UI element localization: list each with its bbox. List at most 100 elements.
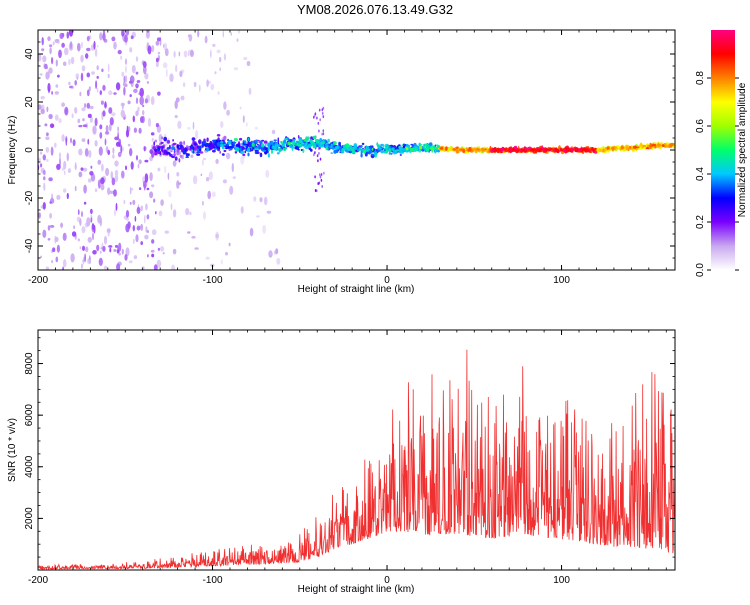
y-tick-label: 40 — [24, 48, 35, 60]
spectrogram-cell — [137, 106, 140, 112]
spectrogram-cell — [79, 91, 82, 97]
spectrogram-y-label: Frequency (Hz) — [7, 116, 18, 185]
spectrogram-cell — [58, 152, 62, 159]
spectrogram-cell — [41, 48, 45, 52]
spectrogram-cell — [85, 246, 89, 253]
spectrogram-cell — [236, 38, 239, 42]
spectrogram-cell — [157, 247, 160, 251]
snr-x-label: Height of straight line (km) — [298, 584, 415, 595]
spectrogram-cell — [112, 154, 115, 159]
spectrogram-cell — [317, 121, 320, 125]
snr-axes: -200 -100 0 100 2000 4000 6000 8000 — [24, 330, 675, 586]
spectrogram-cell — [68, 30, 74, 37]
spectrogram-cell — [136, 80, 141, 83]
spectrogram-cell — [329, 145, 331, 148]
spectrogram-cell — [388, 148, 392, 153]
spectrogram-cell — [128, 260, 133, 264]
spectrogram-cell — [150, 249, 155, 253]
spectrogram-cell — [314, 175, 316, 179]
spectrogram-cell — [398, 145, 401, 149]
spectrogram-cell — [86, 47, 91, 52]
spectrogram-cell — [144, 214, 146, 224]
spectrogram-cell — [229, 148, 233, 151]
spectrogram-cell — [253, 196, 257, 202]
spectrogram-cell — [316, 116, 318, 120]
spectrogram-cell — [108, 123, 112, 132]
spectrogram-cell — [606, 146, 610, 150]
spectrogram-cell — [61, 102, 65, 107]
spectrogram-cell — [216, 134, 221, 137]
spectrogram-cell — [205, 256, 210, 260]
y-tick-label: 20 — [24, 96, 35, 108]
spectrogram-cell — [38, 157, 41, 162]
spectrogram-cell — [150, 96, 155, 106]
spectrogram-cell — [114, 169, 119, 176]
spectrogram-cell — [100, 177, 105, 185]
spectrogram-cell — [175, 97, 180, 103]
snr-panel: -200 -100 0 100 2000 4000 6000 8000 Height of s… — [7, 329, 676, 595]
spectrogram-cell — [330, 143, 333, 149]
spectrogram-cell — [136, 155, 138, 161]
spectrogram-cell — [380, 150, 384, 154]
spectrogram-cell — [191, 137, 196, 141]
spectrogram-cell — [493, 147, 497, 151]
spectrogram-cell — [132, 238, 135, 244]
spectrogram-cell — [440, 147, 444, 150]
spectrogram-cell — [397, 149, 402, 152]
spectrogram-cell — [151, 45, 155, 53]
spectrogram-cell — [317, 182, 320, 186]
spectrogram-cell — [82, 118, 85, 122]
spectrogram-cell — [109, 247, 112, 253]
spectrogram-cell — [138, 127, 142, 134]
spectrogram-cell — [642, 144, 647, 147]
spectrogram-cell — [52, 247, 56, 252]
spectrogram-cell — [277, 137, 280, 142]
spectrogram-cell — [242, 153, 246, 156]
spectrogram-cell — [114, 244, 119, 248]
spectrogram-cell — [83, 184, 87, 194]
spectrogram-cell — [333, 141, 337, 145]
colorbar-tick-label: 0.8 — [695, 71, 706, 85]
spectrogram-cell — [509, 147, 512, 152]
spectrogram-cell — [226, 109, 231, 116]
spectrogram-cell — [178, 144, 183, 147]
spectrogram-cell — [262, 224, 267, 234]
spectrogram-cell — [591, 147, 594, 152]
spectrogram-cell — [46, 132, 49, 136]
spectrogram-cell — [87, 138, 90, 145]
spectrogram-cell — [81, 65, 86, 72]
spectrogram-cell — [164, 165, 167, 174]
spectrogram-cell — [104, 138, 107, 146]
spectrogram-cell — [125, 247, 130, 257]
spectrogram-cell — [246, 147, 251, 153]
spectrogram-cell — [56, 163, 61, 170]
spectrogram-cell — [82, 245, 85, 251]
spectrogram-cell — [256, 149, 259, 152]
spectrogram-cell — [68, 58, 71, 66]
spectrogram-cell — [388, 152, 391, 155]
spectrogram-cell — [219, 67, 221, 72]
spectrogram-cell — [110, 171, 114, 180]
spectrogram-cell — [90, 165, 93, 169]
spectrogram-cell — [164, 48, 169, 57]
spectrogram-cell — [548, 149, 552, 151]
x-tick-label: 100 — [553, 575, 570, 586]
spectrogram-cell — [221, 146, 225, 150]
spectrogram-cell — [64, 47, 69, 56]
spectrogram-cell — [278, 148, 282, 152]
spectrogram-cell — [40, 255, 43, 259]
spectrogram-cell — [106, 146, 109, 152]
spectrogram-cell — [198, 139, 202, 144]
spectrogram-cell — [371, 147, 374, 151]
spectrogram-cell — [109, 190, 115, 194]
spectrogram-cell — [121, 71, 125, 77]
spectrogram-cell — [200, 173, 203, 177]
spectrogram-cell — [560, 147, 562, 151]
spectrogram-cell — [314, 112, 317, 116]
spectrogram-cell — [594, 147, 597, 150]
spectrogram-cell — [94, 140, 98, 147]
spectrogram-cell — [160, 141, 164, 144]
spectrogram-cell — [114, 160, 119, 167]
spectrogram-cell — [220, 121, 224, 128]
spectrogram-cell — [115, 141, 121, 147]
